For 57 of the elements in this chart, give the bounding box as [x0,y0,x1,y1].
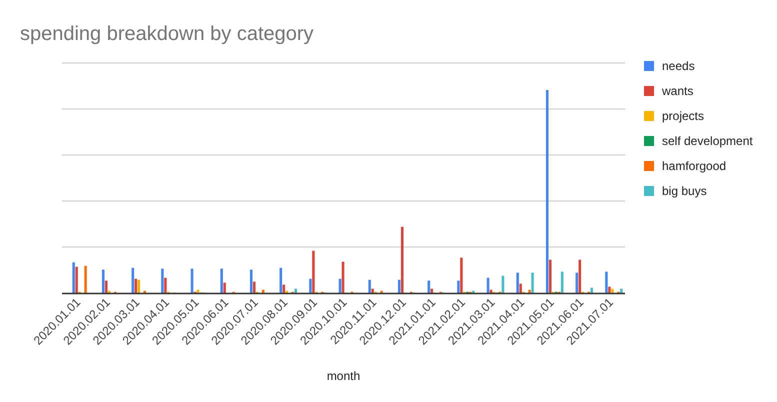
bar [368,280,371,293]
bar [164,278,167,293]
bar [72,262,75,293]
legend-label: big buys [662,184,707,198]
bar [220,268,223,293]
bar [428,280,430,293]
bar [104,280,108,293]
legend-label: wants [661,84,694,98]
legend-label: projects [662,109,704,123]
bar [138,280,140,293]
bar [309,278,312,293]
bar [611,288,614,293]
bar [578,260,582,293]
bar [75,266,78,293]
bar [430,288,434,293]
bar [490,290,492,293]
bar [102,270,105,293]
bar [190,268,194,293]
chart-title: spending breakdown by category [20,23,314,45]
bar [608,286,611,293]
bar [605,272,608,293]
bar [590,288,594,293]
legend-label: needs [662,59,695,73]
bar [516,272,519,293]
x-axis-title: month [326,369,360,383]
bar [294,288,298,293]
bar [132,268,134,293]
bar [342,262,344,293]
bar [252,282,256,293]
bar [134,278,138,293]
bar [502,276,504,293]
legend-label: self development [662,134,754,148]
bar [400,226,404,293]
legend-label: hamforgood [662,159,726,173]
bar [262,290,264,293]
bar [576,272,578,293]
bar [223,282,226,293]
bar [338,278,342,293]
bar [457,280,460,293]
bar [398,280,401,293]
bar [312,250,315,293]
bar [282,284,286,293]
bar [371,288,374,293]
bar [250,270,253,293]
bar [161,268,164,293]
bar [531,272,534,293]
bar [460,258,463,293]
bar [620,288,623,293]
bar [84,266,87,293]
bar [528,290,531,293]
bar [519,284,522,293]
bar [560,272,564,293]
bar [548,260,552,293]
bar [546,90,549,293]
bar [486,278,490,293]
bar [196,290,200,293]
bar [280,268,282,293]
